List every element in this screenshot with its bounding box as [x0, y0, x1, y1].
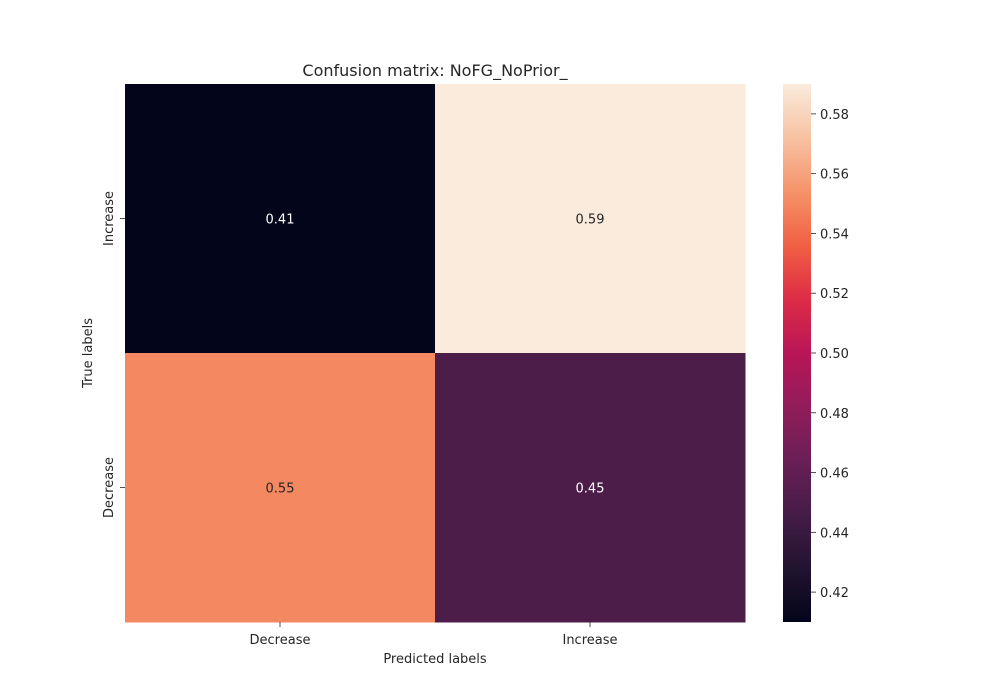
heatmap-cell-labels: 0.41 0.59 0.55 0.45: [266, 213, 605, 497]
y-tick-label: Decrease: [102, 457, 117, 518]
colorbar-tick-label: 0.56: [820, 168, 849, 183]
colorbar-tick-label: 0.46: [820, 467, 849, 482]
cell-value-label: 0.45: [576, 482, 605, 497]
colorbar-tick-label: 0.52: [820, 287, 849, 302]
heatmap-cell-r1-c1: [435, 353, 746, 623]
colorbar: [783, 84, 811, 622]
colorbar-tick-label: 0.50: [820, 347, 849, 362]
cell-value-label: 0.55: [266, 482, 295, 497]
heatmap-cell-r0-c0: [125, 84, 436, 354]
x-axis: Decrease Increase: [250, 622, 618, 648]
heatmap-cells: [125, 84, 746, 623]
heatmap-cell-r0-c1: [435, 84, 746, 354]
colorbar-tick-label: 0.58: [820, 108, 849, 123]
x-tick-label: Increase: [562, 633, 617, 648]
x-axis-label: Predicted labels: [383, 652, 487, 667]
y-axis: Increase Decrease: [102, 191, 125, 518]
heatmap-cell-r1-c0: [125, 353, 436, 623]
colorbar-tick-label: 0.54: [820, 227, 849, 242]
chart-title: Confusion matrix: NoFG_NoPrior_: [302, 61, 568, 81]
colorbar-tick-label: 0.48: [820, 407, 849, 422]
cell-value-label: 0.59: [576, 213, 605, 228]
y-tick-label: Increase: [102, 191, 117, 246]
colorbar-tick-label: 0.44: [820, 526, 849, 541]
cell-value-label: 0.41: [266, 213, 295, 228]
y-axis-label: True labels: [81, 318, 96, 389]
x-tick-label: Decrease: [250, 633, 311, 648]
colorbar-tick-label: 0.42: [820, 586, 849, 601]
colorbar-ticks: 0.42 0.44 0.46 0.48 0.50 0.52 0.54 0.56 0.58: [811, 108, 849, 601]
